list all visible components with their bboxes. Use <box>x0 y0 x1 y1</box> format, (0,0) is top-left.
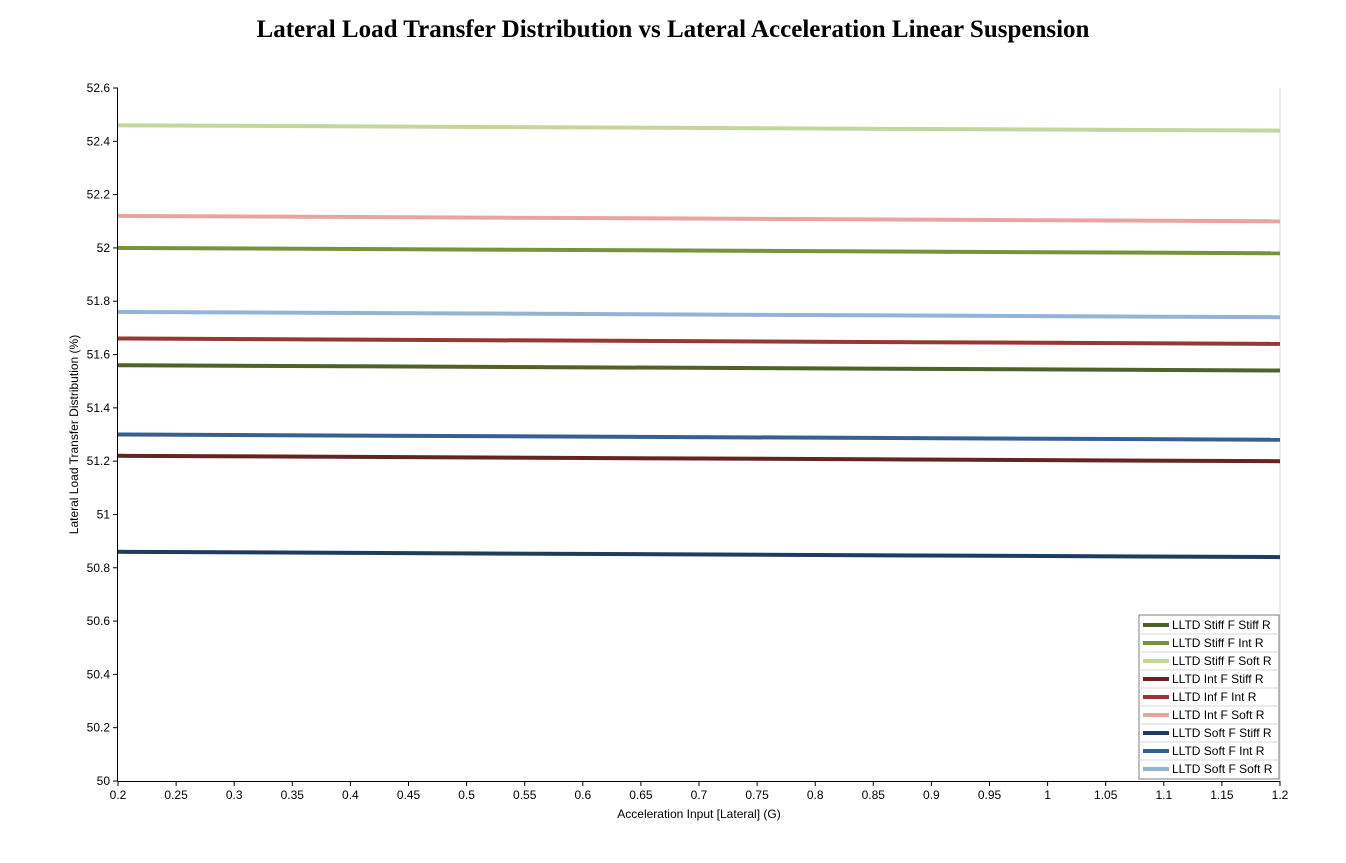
x-tick-label: 0.9 <box>923 788 940 802</box>
y-tick-label: 51.4 <box>87 401 111 415</box>
x-tick-label: 0.25 <box>164 788 188 802</box>
x-tick-label: 0.8 <box>807 788 824 802</box>
series-line <box>117 336 1281 346</box>
series-line <box>117 363 1281 373</box>
series-group <box>117 123 1281 560</box>
x-axis: 0.2 0.25 0.3 0.35 0.4 0.45 0.5 0.55 0.6 0.65 0.7 0.… <box>110 781 1289 802</box>
x-tick-label: 1.2 <box>1272 788 1289 802</box>
x-tick-label: 0.45 <box>397 788 421 802</box>
x-tick-label: 1.1 <box>1155 788 1172 802</box>
x-tick-label: 1.05 <box>1094 788 1118 802</box>
series-line <box>117 549 1281 560</box>
legend-label: LLTD Int F Soft R <box>1172 708 1265 722</box>
x-tick-label: 0.55 <box>513 788 537 802</box>
y-tick-label: 51.2 <box>87 454 111 468</box>
y-tick-label: 52 <box>97 241 111 255</box>
y-tick-label: 50 <box>97 774 111 788</box>
x-axis-title: Acceleration Input [Lateral] (G) <box>617 807 780 821</box>
x-tick-label: 1.15 <box>1210 788 1234 802</box>
series-line <box>117 213 1281 224</box>
x-tick-label: 0.5 <box>458 788 475 802</box>
y-tick-label: 50.4 <box>87 667 111 681</box>
legend-label: LLTD Stiff F Soft R <box>1172 654 1272 668</box>
series-line <box>117 123 1281 133</box>
y-tick-label: 52.2 <box>87 188 111 202</box>
x-tick-label: 0.2 <box>110 788 127 802</box>
series-line <box>117 245 1281 256</box>
y-axis: 50 50.2 50.4 50.6 50.8 51 51.2 51.4 51.6 51.8 52 52… <box>87 81 118 788</box>
legend: LLTD Stiff F Stiff R LLTD Stiff F Int R LL… <box>1138 614 1280 780</box>
legend-label: LLTD Soft F Int R <box>1172 744 1265 758</box>
y-tick-label: 51 <box>97 507 111 521</box>
x-tick-label: 0.7 <box>691 788 708 802</box>
x-tick-label: 0.4 <box>342 788 359 802</box>
x-tick-label: 0.65 <box>629 788 653 802</box>
legend-label: LLTD Soft F Stiff R <box>1172 726 1272 740</box>
legend-label: LLTD Stiff F Int R <box>1172 636 1264 650</box>
legend-label: LLTD Inf F Int R <box>1172 690 1257 704</box>
y-tick-label: 50.8 <box>87 561 111 575</box>
series-line <box>117 309 1281 320</box>
x-tick-label: 0.35 <box>281 788 305 802</box>
x-tick-label: 0.85 <box>862 788 886 802</box>
y-tick-label: 50.6 <box>87 614 111 628</box>
series-line <box>117 453 1281 464</box>
chart-title: Lateral Load Transfer Distribution vs La… <box>256 16 1090 43</box>
y-tick-label: 52.4 <box>87 134 111 148</box>
x-tick-label: 1 <box>1044 788 1051 802</box>
x-tick-label: 0.95 <box>978 788 1002 802</box>
x-tick-label: 0.3 <box>226 788 243 802</box>
x-tick-label: 0.6 <box>574 788 591 802</box>
y-axis-title: Lateral Load Transfer Distribution (%) <box>67 335 81 534</box>
y-tick-label: 52.6 <box>87 81 111 95</box>
series-line <box>117 432 1281 442</box>
legend-label: LLTD Soft F Soft R <box>1172 762 1273 776</box>
x-tick-label: 0.75 <box>745 788 769 802</box>
y-tick-label: 51.8 <box>87 294 111 308</box>
y-tick-label: 51.6 <box>87 348 111 362</box>
legend-label: LLTD Stiff F Stiff R <box>1172 618 1271 632</box>
y-tick-label: 50.2 <box>87 721 111 735</box>
legend-label: LLTD Int F Stiff R <box>1172 672 1264 686</box>
